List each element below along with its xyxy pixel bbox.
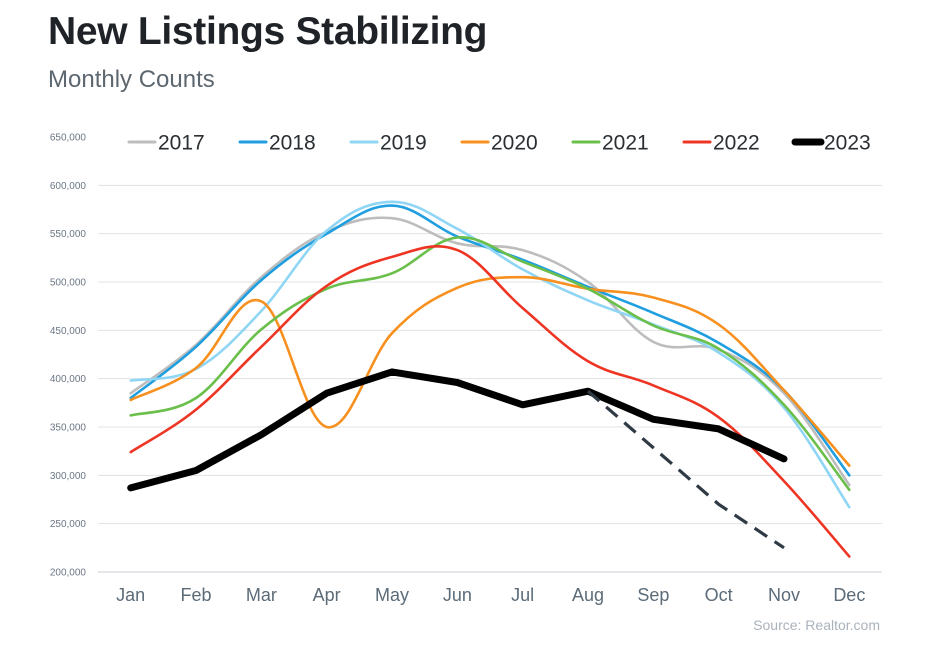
x-axis-ticks: Jan Feb Mar Apr May Jun Jul Aug Sep Oct Nov Dec — [116, 585, 865, 605]
legend-label-2023: 2023 — [824, 132, 871, 155]
legend: 2017 2018 2019 2020 2021 2022 2023 — [127, 132, 871, 155]
x-tick-label: Mar — [246, 585, 277, 605]
series-line-2018 — [129, 204, 851, 477]
legend-label-2022: 2022 — [713, 132, 760, 155]
x-tick-label: Dec — [833, 585, 865, 605]
x-tick-label: Feb — [180, 585, 211, 605]
x-tick-label: Jul — [511, 585, 534, 605]
series-lines — [127, 200, 851, 558]
series-line-2022 — [129, 245, 851, 558]
y-axis-ticks: 200,000 250,000 300,000 350,000 400,000 450,0… — [50, 133, 87, 579]
y-tick-label: 450,000 — [50, 326, 87, 337]
legend-label-2021: 2021 — [602, 132, 649, 155]
x-tick-label: Jun — [443, 585, 472, 605]
x-tick-label: Nov — [768, 585, 800, 605]
y-tick-label: 250,000 — [50, 519, 87, 530]
series-line-2021 — [129, 236, 851, 492]
y-tick-label: 350,000 — [50, 423, 87, 434]
legend-label-2018: 2018 — [269, 132, 316, 155]
series-line-2019 — [129, 200, 851, 509]
source-note: Source: Realtor.com — [753, 617, 880, 633]
x-tick-label: May — [375, 585, 409, 605]
y-tick-label: 550,000 — [50, 229, 87, 240]
y-tick-label: 300,000 — [50, 471, 87, 482]
series-line-2023 — [127, 368, 788, 492]
x-tick-label: Apr — [313, 585, 341, 605]
series-line-2020 — [129, 275, 851, 467]
y-tick-label: 650,000 — [50, 133, 87, 144]
legend-label-2017: 2017 — [158, 132, 205, 155]
y-tick-label: 500,000 — [50, 278, 87, 289]
legend-label-2020: 2020 — [491, 132, 538, 155]
x-tick-label: Oct — [705, 585, 733, 605]
page-title: New Listings Stabilizing — [48, 10, 488, 53]
y-tick-label: 200,000 — [50, 568, 87, 579]
y-tick-label: 400,000 — [50, 374, 87, 385]
x-tick-label: Jan — [116, 585, 145, 605]
projection-line — [586, 389, 785, 550]
x-tick-label: Aug — [572, 585, 604, 605]
page-subtitle: Monthly Counts — [48, 66, 215, 93]
y-tick-label: 600,000 — [50, 181, 87, 192]
legend-label-2019: 2019 — [380, 132, 427, 155]
x-tick-label: Sep — [637, 585, 669, 605]
